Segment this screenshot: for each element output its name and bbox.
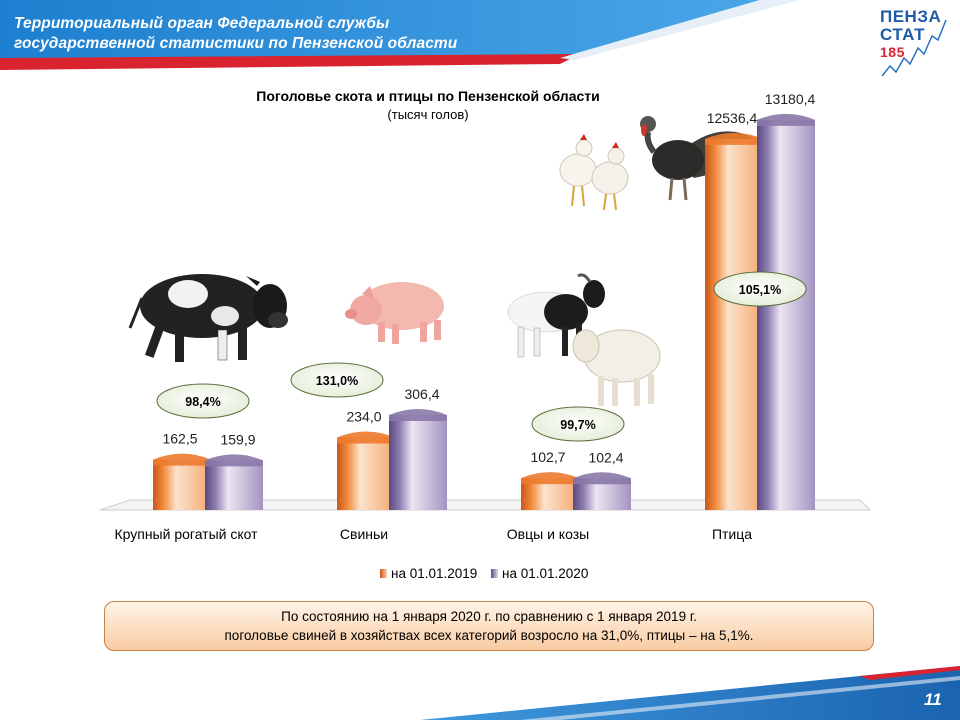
value-label-2020-2: 102,4: [588, 449, 623, 465]
value-label-2019-2: 102,7: [530, 449, 565, 465]
bar-2020-0: [205, 454, 263, 510]
pensastat-logo: ПЕНЗА СТАТ 185: [872, 6, 952, 84]
category-label-2: Овцы и козы: [507, 526, 589, 542]
growth-badge-1: 131,0%: [290, 362, 384, 398]
value-label-2020-0: 159,9: [220, 431, 255, 447]
pig-icon: [345, 282, 444, 344]
value-label-2020-1: 306,4: [404, 386, 439, 402]
bar-2019-2: [521, 472, 579, 510]
page-number: 11: [924, 690, 942, 709]
bar-2019-1: [337, 431, 395, 510]
value-label-2019-3: 12536,4: [707, 110, 758, 126]
growth-label-0: 98,4%: [185, 395, 220, 409]
growth-badge-3: 105,1%: [713, 271, 807, 307]
legend-label-2019: на 01.01.2019: [391, 566, 478, 581]
chart-legend: на 01.01.2019 на 01.01.2020: [380, 566, 598, 581]
bar-2019-0: [153, 453, 211, 510]
growth-badge-2: 99,7%: [531, 406, 625, 442]
logo-line-2: СТАТ: [880, 25, 925, 44]
logo-line-1: ПЕНЗА: [880, 7, 942, 26]
summary-note: По состоянию на 1 января 2020 г. по срав…: [104, 601, 874, 651]
value-label-2019-0: 162,5: [162, 431, 197, 447]
legend-label-2020: на 01.01.2020: [502, 566, 589, 581]
growth-badge-0: 98,4%: [156, 383, 250, 419]
note-line-1: По состоянию на 1 января 2020 г. по срав…: [281, 609, 697, 624]
chart-subtitle: (тысяч голов): [387, 107, 469, 122]
header-line-2: государственной статистики по Пензенской…: [14, 35, 458, 52]
value-label-2020-3: 13180,4: [765, 91, 816, 107]
logo-line-3: 185: [880, 44, 905, 60]
growth-label-3: 105,1%: [739, 283, 781, 297]
bar-2019-3: [705, 132, 763, 511]
legend-swatch-2019: [380, 569, 387, 578]
bar-2020-1: [389, 409, 447, 510]
note-line-2: поголовье свиней в хозяйствах всех катег…: [224, 628, 754, 643]
header-band: [0, 0, 800, 70]
legend-swatch-2020: [491, 569, 499, 578]
sheep-icon: [572, 329, 661, 406]
category-label-1: Свиньи: [340, 526, 388, 542]
category-label-3: Птица: [712, 526, 752, 542]
logo-chart-icon: [881, 19, 947, 77]
value-label-2019-1: 234,0: [346, 408, 381, 424]
legend-item-2019: на 01.01.2019: [380, 566, 481, 581]
cow-icon: [128, 274, 288, 362]
chart-title: Поголовье скота и птицы по Пензенской об…: [256, 88, 600, 104]
category-label-0: Крупный рогатый скот: [114, 526, 258, 542]
bar-2020-2: [573, 472, 631, 510]
growth-label-2: 99,7%: [560, 418, 595, 432]
bar-2020-3: [757, 113, 815, 510]
footer-band: [420, 666, 960, 720]
chicken-icon: [559, 134, 629, 211]
growth-label-1: 131,0%: [316, 374, 358, 388]
legend-item-2020: на 01.01.2020: [491, 566, 588, 581]
header-line-1: Территориальный орган Федеральной службы: [14, 15, 390, 32]
